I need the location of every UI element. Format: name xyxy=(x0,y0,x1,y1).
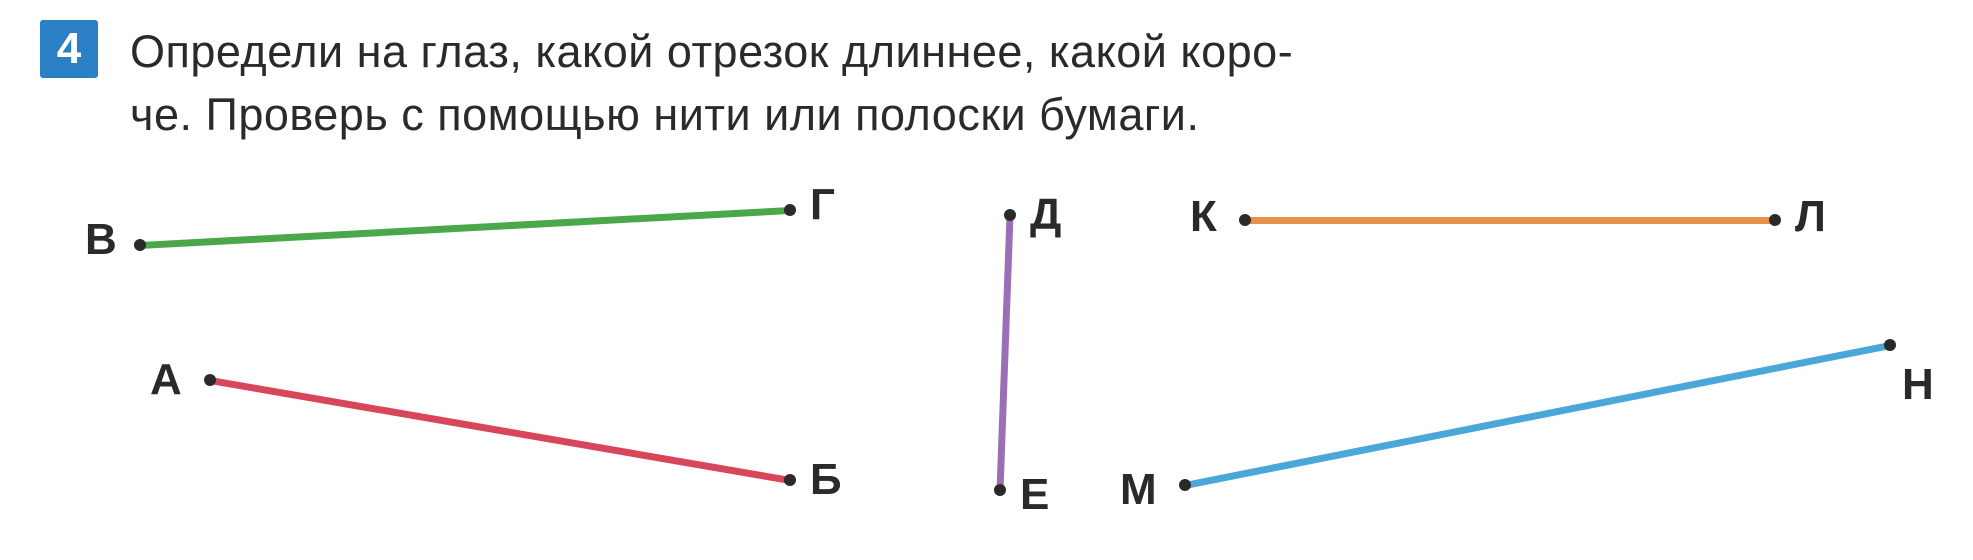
endpoint-В xyxy=(134,239,146,251)
label-А: А xyxy=(150,355,182,405)
label-М: М xyxy=(1120,465,1157,515)
task-number-text: 4 xyxy=(57,24,81,74)
label-Г: Г xyxy=(810,180,835,230)
segment-ВГ xyxy=(140,207,790,249)
endpoint-Д xyxy=(1004,209,1016,221)
endpoint-К xyxy=(1239,214,1251,226)
endpoint-Б xyxy=(784,474,796,486)
label-Л: Л xyxy=(1795,192,1826,242)
segment-МН xyxy=(1184,342,1890,489)
endpoint-Г xyxy=(784,204,796,216)
label-В: В xyxy=(85,215,117,265)
endpoint-М xyxy=(1179,479,1191,491)
endpoint-А xyxy=(204,374,216,386)
task-number-badge: 4 xyxy=(40,20,98,78)
label-Е: Е xyxy=(1020,470,1049,520)
task-text-line2: че. Проверь с помощью нити или полоски б… xyxy=(130,89,1199,140)
segment-АБ xyxy=(209,377,790,484)
endpoint-Е xyxy=(994,484,1006,496)
label-Д: Д xyxy=(1030,190,1061,240)
task-text-line1: Определи на глаз, какой отрезок длиннее,… xyxy=(130,26,1293,77)
endpoint-Л xyxy=(1769,214,1781,226)
label-Н: Н xyxy=(1902,360,1934,410)
label-Б: Б xyxy=(810,455,842,505)
label-К: К xyxy=(1190,192,1217,242)
endpoint-Н xyxy=(1884,339,1896,351)
task-text: Определи на глаз, какой отрезок длиннее,… xyxy=(130,20,1940,146)
segment-КЛ xyxy=(1245,217,1775,224)
segment-ДЕ xyxy=(997,215,1014,490)
segments-diagram: В Г А Б Д Е К Л М Н xyxy=(0,180,1973,560)
